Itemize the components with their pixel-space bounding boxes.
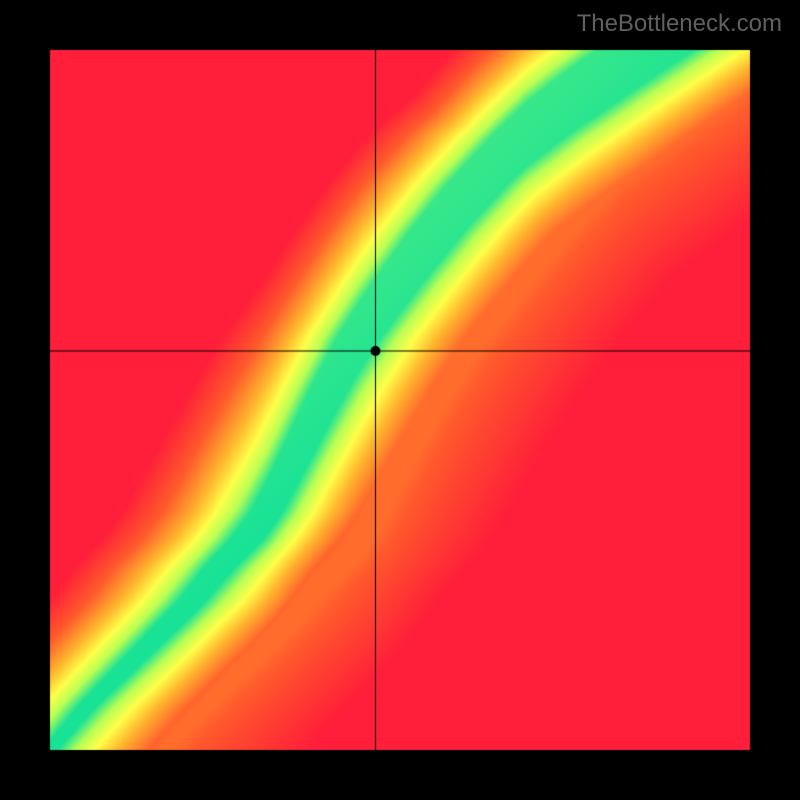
chart-container: TheBottleneck.com: [0, 0, 800, 800]
watermark-text: TheBottleneck.com: [577, 10, 782, 38]
bottleneck-heatmap: [0, 0, 800, 800]
